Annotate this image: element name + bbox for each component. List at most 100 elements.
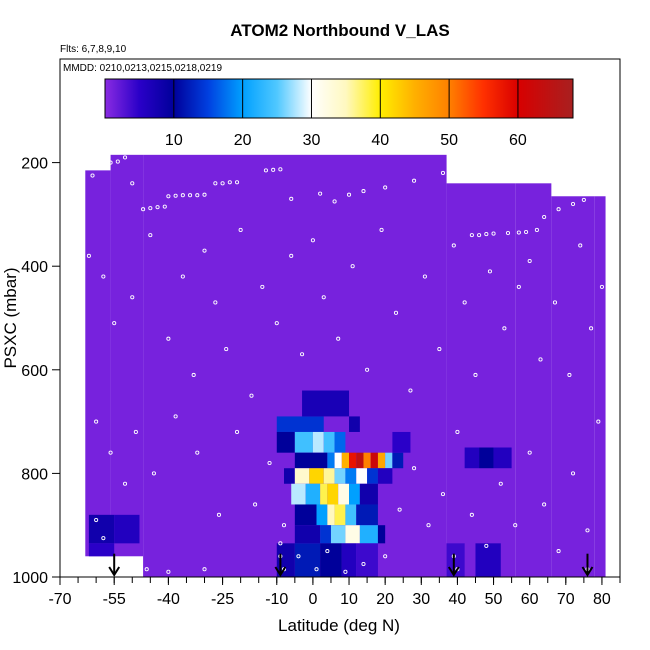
heatmap-cell (334, 431, 346, 453)
point-marker (216, 512, 222, 517)
point-marker (325, 549, 330, 554)
point-marker (393, 310, 399, 315)
point-marker (162, 204, 167, 209)
colorbar-tick-label: 60 (509, 132, 527, 149)
point-marker (516, 230, 521, 235)
point-marker (173, 414, 178, 419)
heatmap-cell (334, 504, 346, 526)
point-marker (469, 233, 474, 238)
point-marker (599, 284, 604, 289)
point-marker (234, 180, 240, 185)
point-marker (234, 429, 240, 435)
profile-arrow-head (108, 566, 121, 577)
point-marker (202, 248, 207, 253)
point-marker (484, 543, 489, 548)
coverage-cell (594, 196, 606, 577)
point-marker (383, 185, 388, 190)
coverage-cell (110, 154, 144, 557)
point-marker (151, 471, 156, 476)
heatmap-cell (356, 468, 368, 484)
profile-arrows (108, 553, 594, 577)
heatmap-cell (356, 452, 364, 469)
point-marker (516, 284, 521, 289)
x-tick-label: -70 (48, 591, 71, 608)
point-marker (195, 193, 200, 198)
point-marker (191, 372, 196, 378)
y-tick-label: 800 (21, 466, 48, 483)
heatmap-cell (334, 452, 342, 469)
point-marker (274, 321, 279, 326)
point-marker (296, 554, 301, 559)
point-marker (202, 567, 207, 572)
point-marker (542, 502, 547, 507)
heatmap-cell (276, 416, 324, 432)
point-marker (253, 502, 258, 507)
heatmap-cell (349, 483, 360, 505)
point-marker (278, 541, 283, 546)
point-marker (383, 554, 388, 559)
point-marker (350, 264, 355, 269)
heatmap-cell (345, 525, 360, 544)
point-marker (267, 460, 272, 466)
coverage-cell (551, 196, 595, 577)
y-tick-label: 1000 (12, 570, 48, 587)
point-marker (524, 229, 529, 235)
point-marker (155, 205, 160, 210)
heatmap-cell (367, 468, 378, 484)
heatmap-cell (312, 431, 324, 453)
point-marker (148, 206, 153, 211)
heatmap-cell (320, 483, 328, 505)
heatmap-cell (341, 452, 350, 469)
point-marker (263, 168, 268, 173)
point-marker (556, 207, 561, 212)
heatmap-cell (334, 468, 346, 484)
heatmap-cell (479, 447, 494, 469)
point-marker (426, 523, 431, 528)
x-tick-label: 30 (412, 591, 430, 608)
point-marker (144, 567, 149, 572)
point-marker (343, 569, 348, 574)
point-marker (534, 227, 539, 232)
point-marker (346, 192, 352, 197)
heatmap-cell (294, 525, 321, 544)
point-marker (440, 170, 446, 176)
point-marker (101, 536, 106, 541)
heatmap-cell (349, 416, 360, 432)
y-tick-label: 400 (21, 259, 48, 276)
coverage-cell (85, 170, 111, 557)
point-marker (570, 201, 576, 207)
x-tick-label: 50 (485, 591, 503, 608)
point-marker (462, 300, 467, 305)
point-marker (455, 429, 460, 435)
point-markers (86, 155, 604, 574)
point-marker (498, 481, 503, 486)
point-marker (148, 233, 153, 238)
heatmap-cell (392, 431, 411, 453)
point-marker (173, 193, 178, 198)
point-marker (249, 393, 254, 398)
point-marker (224, 347, 229, 352)
heatmap-cell (88, 543, 115, 557)
point-marker (101, 165, 106, 170)
point-marker (451, 243, 456, 248)
heatmap-cell (356, 504, 378, 526)
y-tick-label: 200 (21, 156, 48, 173)
point-marker (213, 181, 218, 186)
point-marker (166, 194, 171, 199)
point-marker (300, 352, 305, 357)
point-marker (581, 197, 586, 202)
x-tick-label: 20 (376, 591, 394, 608)
point-marker (556, 549, 561, 554)
point-marker (289, 196, 294, 201)
heatmap-cell (327, 452, 335, 469)
x-tick-label: -40 (157, 591, 180, 608)
point-marker (271, 167, 276, 172)
coverage-cell (515, 183, 552, 577)
heatmap-cell (377, 452, 386, 469)
heatmap-cell (341, 543, 357, 577)
point-marker (180, 274, 185, 279)
point-marker (94, 419, 99, 424)
point-marker (361, 189, 366, 194)
point-marker (513, 523, 518, 528)
